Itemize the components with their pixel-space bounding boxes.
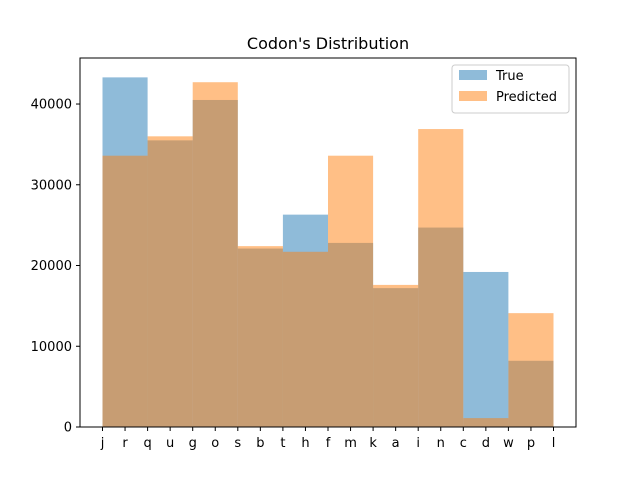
x-tick-label-i: i bbox=[416, 436, 420, 451]
x-tick-label-f: f bbox=[326, 436, 331, 451]
x-tick-label-t: t bbox=[280, 436, 285, 451]
x-tick-label-b: b bbox=[256, 436, 264, 451]
x-tick-label-h: h bbox=[301, 436, 309, 451]
x-tick-label-r: r bbox=[122, 436, 128, 451]
bar-predicted-7 bbox=[418, 129, 464, 428]
x-tick-label-p: p bbox=[527, 436, 535, 451]
bar-predicted-5 bbox=[328, 155, 374, 427]
x-tick-label-j: j bbox=[100, 436, 105, 451]
x-tick-label-m: m bbox=[344, 436, 357, 451]
x-tick-label-u: u bbox=[166, 436, 174, 451]
x-tick-label-w: w bbox=[503, 436, 514, 451]
x-tick-label-k: k bbox=[369, 436, 377, 451]
axes-layer: j r q u g o s b t h f m k a i n c d w p l 0 10000 20000 30000 400… bbox=[31, 57, 577, 451]
bar-predicted-3 bbox=[237, 246, 283, 427]
x-tick-label-l: l bbox=[552, 436, 556, 451]
x-tick-label-a: a bbox=[392, 436, 400, 451]
legend-swatch-true bbox=[459, 70, 487, 80]
legend-label-true: True bbox=[495, 69, 524, 84]
x-tick-label-g: g bbox=[189, 436, 197, 451]
x-tick-label-o: o bbox=[211, 436, 219, 451]
y-tick-label-0: 0 bbox=[64, 421, 72, 436]
bar-predicted-2 bbox=[192, 82, 238, 427]
y-tick-label-10000: 10000 bbox=[31, 340, 72, 355]
y-tick-label-20000: 20000 bbox=[31, 259, 72, 274]
legend-label-predicted: Predicted bbox=[496, 90, 557, 105]
y-tick-label-30000: 30000 bbox=[31, 178, 72, 193]
bar-predicted-6 bbox=[373, 284, 419, 427]
x-tick-label-d: d bbox=[482, 436, 490, 451]
x-tick-label-q: q bbox=[143, 436, 151, 451]
bar-predicted-4 bbox=[282, 251, 328, 427]
bar-predicted-1 bbox=[147, 136, 193, 428]
x-tick-label-c: c bbox=[460, 436, 467, 451]
x-tick-label-n: n bbox=[437, 436, 445, 451]
bar-predicted-0 bbox=[102, 155, 148, 427]
legend: True Predicted bbox=[451, 64, 570, 114]
x-tick-label-s: s bbox=[234, 436, 241, 451]
bar-predicted-9 bbox=[508, 313, 554, 427]
bar-true-8 bbox=[463, 271, 509, 427]
y-tick-label-40000: 40000 bbox=[31, 98, 72, 113]
legend-swatch-predicted bbox=[459, 91, 487, 101]
chart-title: Codon's Distribution bbox=[247, 34, 409, 53]
bars-layer bbox=[102, 77, 554, 428]
bar-predicted-8 bbox=[463, 418, 509, 427]
